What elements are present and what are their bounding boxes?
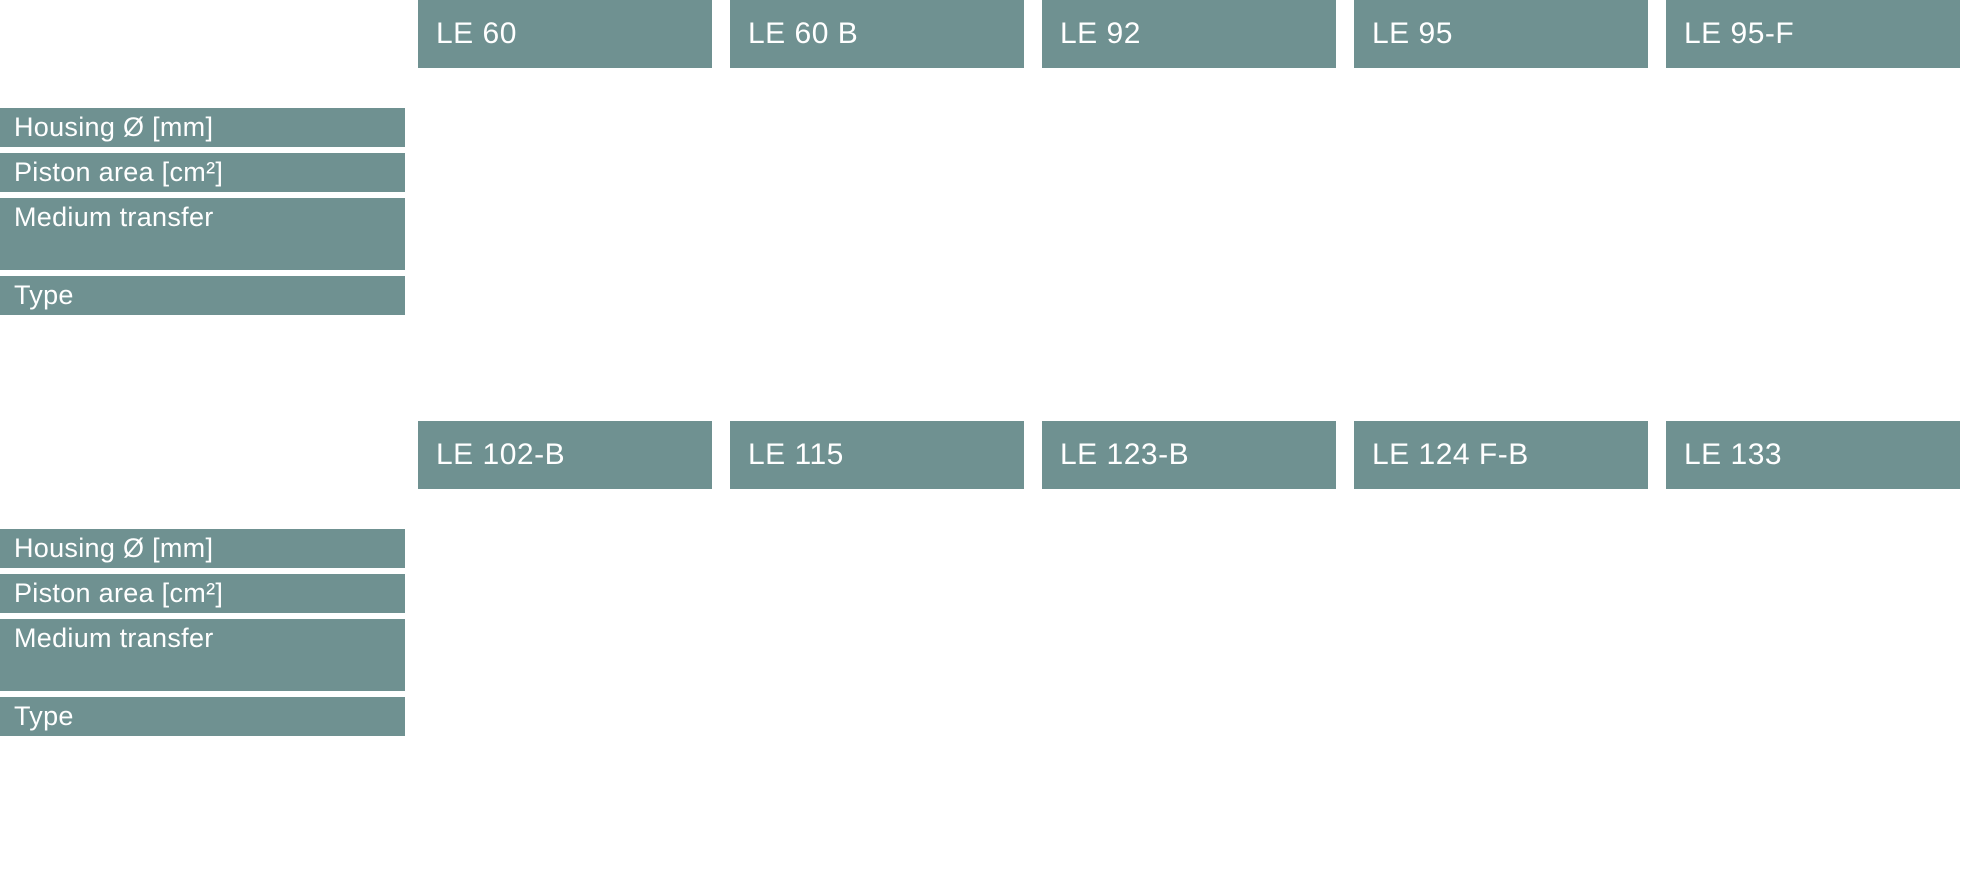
column-header: LE 124 F-B bbox=[1354, 421, 1648, 489]
column-header: LE 133 bbox=[1666, 421, 1960, 489]
column-header: LE 95-F bbox=[1666, 0, 1960, 68]
column-header: LE 60 bbox=[418, 0, 712, 68]
column-header: LE 115 bbox=[730, 421, 1024, 489]
row-label-piston-area: Piston area [cm²] bbox=[0, 153, 405, 192]
row-label-medium-transfer: Medium transfer bbox=[0, 619, 405, 691]
row-label-type: Type bbox=[0, 697, 405, 736]
spec-table-section-1: LE 60 LE 60 B LE 92 LE 95 LE 95-F Housin… bbox=[0, 0, 1978, 315]
row-labels-column: Housing Ø [mm] Piston area [cm²] Medium … bbox=[0, 529, 405, 736]
spec-table-section-2: LE 102-B LE 115 LE 123-B LE 124 F-B LE 1… bbox=[0, 421, 1978, 736]
row-label-housing: Housing Ø [mm] bbox=[0, 108, 405, 147]
row-label-housing: Housing Ø [mm] bbox=[0, 529, 405, 568]
row-labels-column: Housing Ø [mm] Piston area [cm²] Medium … bbox=[0, 108, 405, 315]
column-header: LE 95 bbox=[1354, 0, 1648, 68]
column-headers-row: LE 60 LE 60 B LE 92 LE 95 LE 95-F bbox=[418, 0, 1978, 68]
row-label-piston-area: Piston area [cm²] bbox=[0, 574, 405, 613]
column-header: LE 102-B bbox=[418, 421, 712, 489]
row-label-type: Type bbox=[0, 276, 405, 315]
column-header: LE 60 B bbox=[730, 0, 1024, 68]
column-header: LE 92 bbox=[1042, 0, 1336, 68]
column-headers-row: LE 102-B LE 115 LE 123-B LE 124 F-B LE 1… bbox=[418, 421, 1978, 489]
row-label-medium-transfer: Medium transfer bbox=[0, 198, 405, 270]
column-header: LE 123-B bbox=[1042, 421, 1336, 489]
